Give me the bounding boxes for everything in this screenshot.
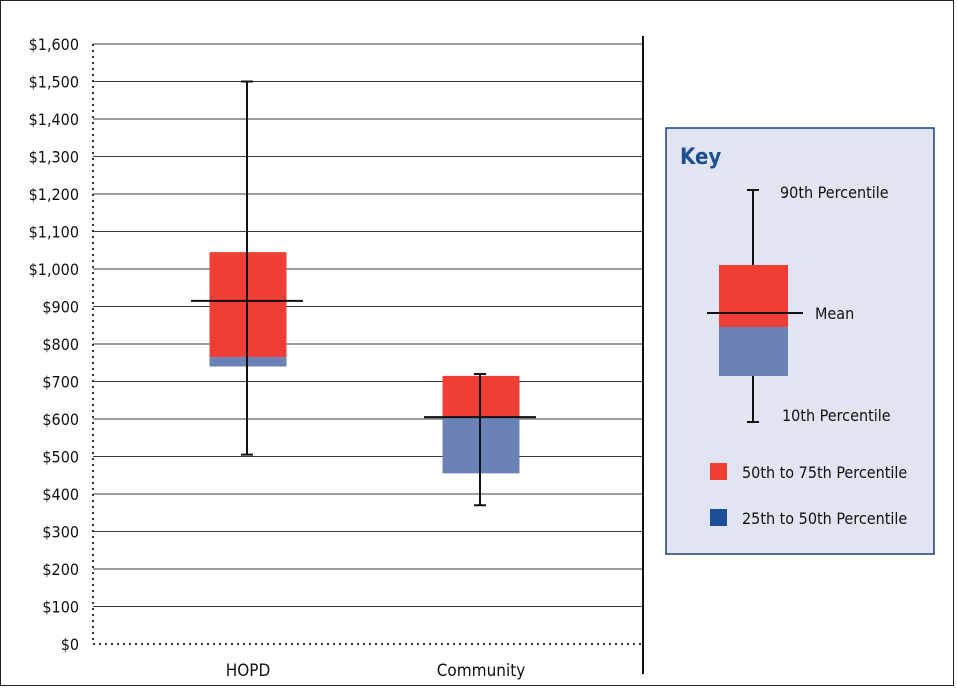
y-tick-label: $700 — [42, 373, 79, 392]
key-label-25-50: 25th to 50th Percentile — [742, 509, 907, 528]
grid-lines — [93, 43, 643, 607]
key-title: Key — [680, 145, 721, 170]
y-tick-label: $1,300 — [29, 148, 79, 167]
box-community — [424, 373, 536, 507]
key-label-mean: Mean — [815, 304, 854, 323]
y-tick-label: $1,500 — [29, 73, 79, 92]
y-tick-label: $900 — [42, 298, 79, 317]
category-labels: HOPD Community — [226, 661, 526, 681]
y-tick-label: $400 — [42, 485, 79, 504]
axes — [92, 36, 644, 674]
y-tick-label: $1,600 — [29, 35, 79, 54]
y-tick-label: $800 — [42, 335, 79, 354]
key-label-p90: 90th Percentile — [780, 183, 889, 202]
key-box-lower — [719, 327, 788, 376]
key-label-p10: 10th Percentile — [782, 406, 891, 425]
key-legend: Key 90th Percentile Mean 10th Percentile… — [665, 127, 935, 555]
box-hopd — [191, 80, 303, 456]
category-label-community: Community — [437, 661, 526, 681]
boxes — [191, 80, 536, 507]
y-tick-label: $1,400 — [29, 110, 79, 129]
key-box-upper — [719, 265, 788, 327]
y-tick-label: $100 — [42, 598, 79, 617]
key-background — [665, 127, 935, 555]
y-tick-label: $200 — [42, 560, 79, 579]
key-swatch-25-50 — [710, 509, 727, 526]
y-tick-labels: $0 $100 $200 $300 $400 $500 $600 $700 $800 $900 $1… — [29, 35, 79, 654]
y-tick-label: $1,000 — [29, 260, 79, 279]
y-tick-label: $500 — [42, 448, 79, 467]
y-tick-label: $1,200 — [29, 185, 79, 204]
y-tick-label: $600 — [42, 410, 79, 429]
key-swatch-50-75 — [710, 463, 727, 480]
key-label-50-75: 50th to 75th Percentile — [742, 463, 907, 482]
y-tick-label: $300 — [42, 523, 79, 542]
y-tick-label: $0 — [61, 635, 79, 654]
y-tick-label: $1,100 — [29, 223, 79, 242]
category-label-hopd: HOPD — [226, 661, 271, 681]
